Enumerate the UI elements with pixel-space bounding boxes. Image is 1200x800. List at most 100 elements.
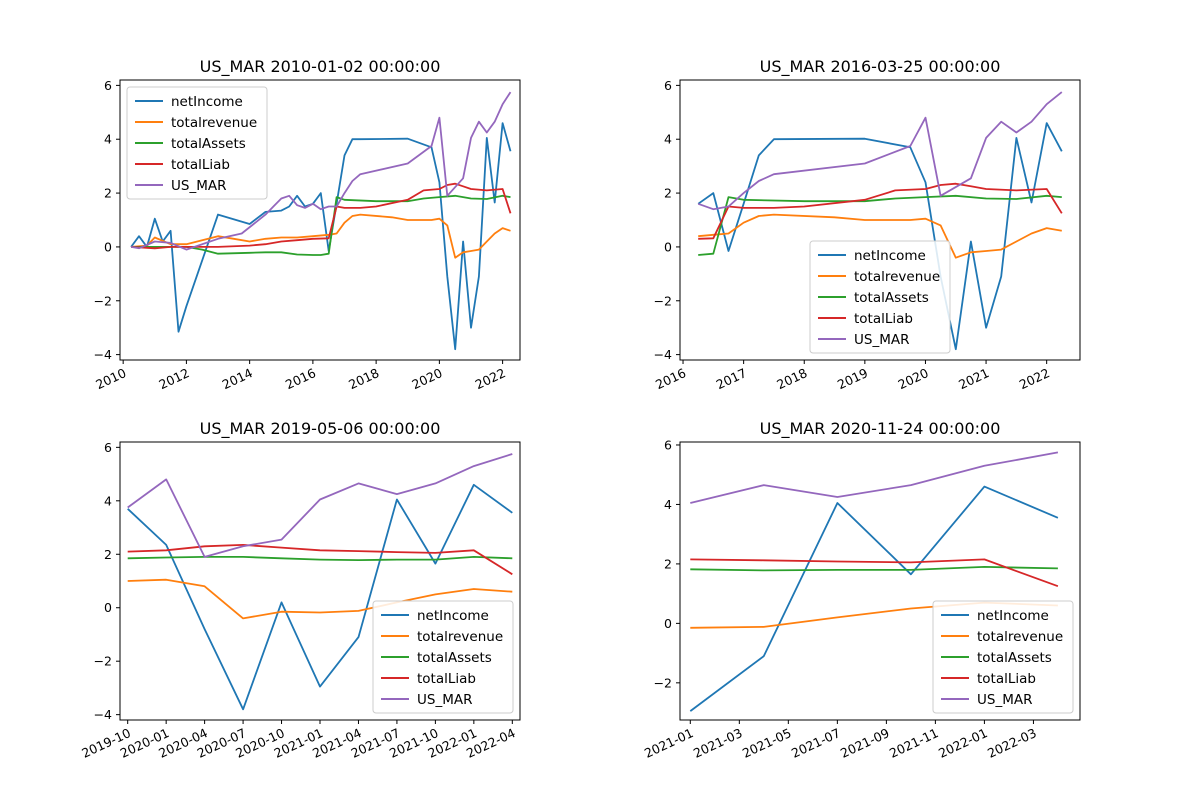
series-line-totalAssets bbox=[131, 194, 511, 256]
legend-label: totalrevenue bbox=[977, 629, 1063, 645]
legend-label: netIncome bbox=[977, 608, 1049, 624]
legend-label: totalLiab bbox=[977, 671, 1036, 687]
series-line-netIncome bbox=[127, 483, 513, 711]
y-tick-label: 0 bbox=[664, 239, 672, 254]
y-tick-label: 2 bbox=[664, 186, 672, 201]
series-line-totalAssets bbox=[690, 566, 1058, 572]
y-tick-label: −4 bbox=[654, 347, 672, 362]
legend: netIncome totalrevenue totalAssets totalLia… bbox=[809, 240, 951, 354]
subplot-2: US_MAR 2016-03-25 00:00:00 −4 −2 0 2 4 6 2016 20… bbox=[653, 57, 1081, 392]
chart-title: US_MAR 2016-03-25 00:00:00 bbox=[760, 57, 1001, 77]
y-tick-label: 4 bbox=[664, 497, 672, 512]
y-tick-label: 6 bbox=[664, 78, 672, 93]
x-tick-label: 2022-01 bbox=[936, 725, 990, 761]
series-line-netIncome bbox=[689, 485, 1059, 712]
x-tick-label: 2022-03 bbox=[985, 725, 1039, 761]
chart-title: US_MAR 2010-01-02 00:00:00 bbox=[200, 57, 441, 77]
axes-frame bbox=[679, 79, 1081, 361]
chart-title: US_MAR 2020-11-24 00:00:00 bbox=[760, 419, 1001, 439]
axes-frame bbox=[119, 79, 521, 361]
y-tick-label: 2 bbox=[664, 556, 672, 571]
series-line-totalAssets bbox=[127, 556, 513, 561]
legend-box bbox=[372, 600, 514, 714]
y-tick-label: −4 bbox=[94, 707, 112, 722]
series-line-totalLiab bbox=[127, 544, 513, 576]
legend-label: netIncome bbox=[417, 608, 489, 624]
y-tick-label: 2 bbox=[104, 547, 112, 562]
y-tick-label: 4 bbox=[664, 132, 672, 147]
axes-frame bbox=[679, 441, 1081, 721]
x-tick-label: 2018 bbox=[346, 365, 381, 392]
legend-label: US_MAR bbox=[417, 692, 472, 708]
y-tick-label: 4 bbox=[104, 132, 112, 147]
y-tick-label: −2 bbox=[94, 654, 112, 669]
x-tick-label: 2014 bbox=[220, 365, 255, 392]
series-line-US_MAR bbox=[690, 451, 1059, 504]
x-tick-label: 2021-09 bbox=[838, 725, 892, 761]
series-line-totalrevenue bbox=[698, 213, 1062, 259]
x-tick-label: 2020 bbox=[409, 365, 444, 392]
x-tick-label: 2017 bbox=[714, 365, 749, 392]
legend-label: US_MAR bbox=[854, 332, 909, 348]
x-tick-label: 2021-01 bbox=[642, 725, 696, 761]
x-tick-label: 2018 bbox=[774, 365, 809, 392]
legend-label: totalLiab bbox=[854, 311, 913, 327]
series-line-totalLiab bbox=[690, 558, 1059, 588]
x-tick-label: 2021 bbox=[956, 365, 991, 392]
legend: netIncome totalrevenue totalAssets totalLia… bbox=[932, 600, 1074, 714]
series-line-totalrevenue bbox=[131, 213, 511, 259]
legend-box bbox=[809, 240, 951, 354]
series-line-US_MAR bbox=[127, 453, 513, 558]
y-tick-label: 0 bbox=[664, 616, 672, 631]
y-tick-label: −2 bbox=[654, 293, 672, 308]
x-tick-label: 2021-05 bbox=[740, 725, 794, 761]
y-tick-label: 6 bbox=[104, 78, 112, 93]
y-tick-label: 2 bbox=[104, 186, 112, 201]
y-tick-label: 0 bbox=[104, 600, 112, 615]
legend: netIncome totalrevenue totalAssets totalLia… bbox=[126, 86, 268, 200]
y-tick-label: 0 bbox=[104, 239, 112, 254]
x-tick-label: 2021-03 bbox=[691, 725, 745, 761]
y-tick-label: 6 bbox=[664, 437, 672, 452]
series-line-netIncome bbox=[130, 122, 512, 351]
series-line-US_MAR bbox=[130, 91, 512, 251]
series-line-totalrevenue bbox=[127, 578, 513, 620]
legend-label: totalrevenue bbox=[854, 269, 940, 285]
x-tick-label: 2016 bbox=[283, 365, 318, 392]
x-tick-label: 2010 bbox=[93, 365, 128, 392]
x-tick-label: 2020 bbox=[896, 365, 931, 392]
legend-label: totalLiab bbox=[417, 671, 476, 687]
x-tick-label: 2016 bbox=[653, 365, 688, 392]
series-line-netIncome bbox=[697, 122, 1063, 351]
x-tick-label: 2022 bbox=[1017, 365, 1052, 392]
subplot-4: US_MAR 2020-11-24 00:00:00−202462021-012… bbox=[642, 419, 1081, 761]
legend: netIncome totalrevenue totalAssets totalLia… bbox=[372, 600, 514, 714]
series-line-totalLiab bbox=[698, 182, 1063, 240]
y-tick-label: −2 bbox=[94, 293, 112, 308]
subplot-1: US_MAR 2010-01-02 00:00:00 −4 −2 0 2 4 6 2010 20… bbox=[93, 57, 521, 392]
x-tick-label: 2021-07 bbox=[789, 725, 843, 761]
legend-label: totalrevenue bbox=[171, 115, 257, 131]
series-line-totalAssets bbox=[698, 194, 1062, 256]
legend-label: totalrevenue bbox=[417, 629, 503, 645]
x-tick-label: 2012 bbox=[156, 365, 191, 392]
subplot-3: US_MAR 2019-05-06 00:00:00−4−202462019-1… bbox=[79, 419, 521, 761]
legend-label: totalAssets bbox=[417, 650, 492, 666]
legend-label: netIncome bbox=[854, 248, 926, 264]
legend-label: US_MAR bbox=[171, 178, 226, 194]
legend-label: totalLiab bbox=[171, 157, 230, 173]
legend-box bbox=[932, 600, 1074, 714]
y-tick-label: −2 bbox=[654, 675, 672, 690]
legend-label: totalAssets bbox=[171, 136, 246, 152]
chart-title: US_MAR 2019-05-06 00:00:00 bbox=[200, 419, 441, 439]
series-line-totalLiab bbox=[131, 182, 512, 250]
legend-label: netIncome bbox=[171, 94, 243, 110]
legend-label: totalAssets bbox=[977, 650, 1052, 666]
legend-label: totalAssets bbox=[854, 290, 929, 306]
series-line-US_MAR bbox=[697, 91, 1063, 211]
x-tick-label: 2019 bbox=[835, 365, 870, 392]
y-tick-label: 6 bbox=[104, 440, 112, 455]
x-tick-label: 2022 bbox=[473, 365, 508, 392]
legend-label: US_MAR bbox=[977, 692, 1032, 708]
